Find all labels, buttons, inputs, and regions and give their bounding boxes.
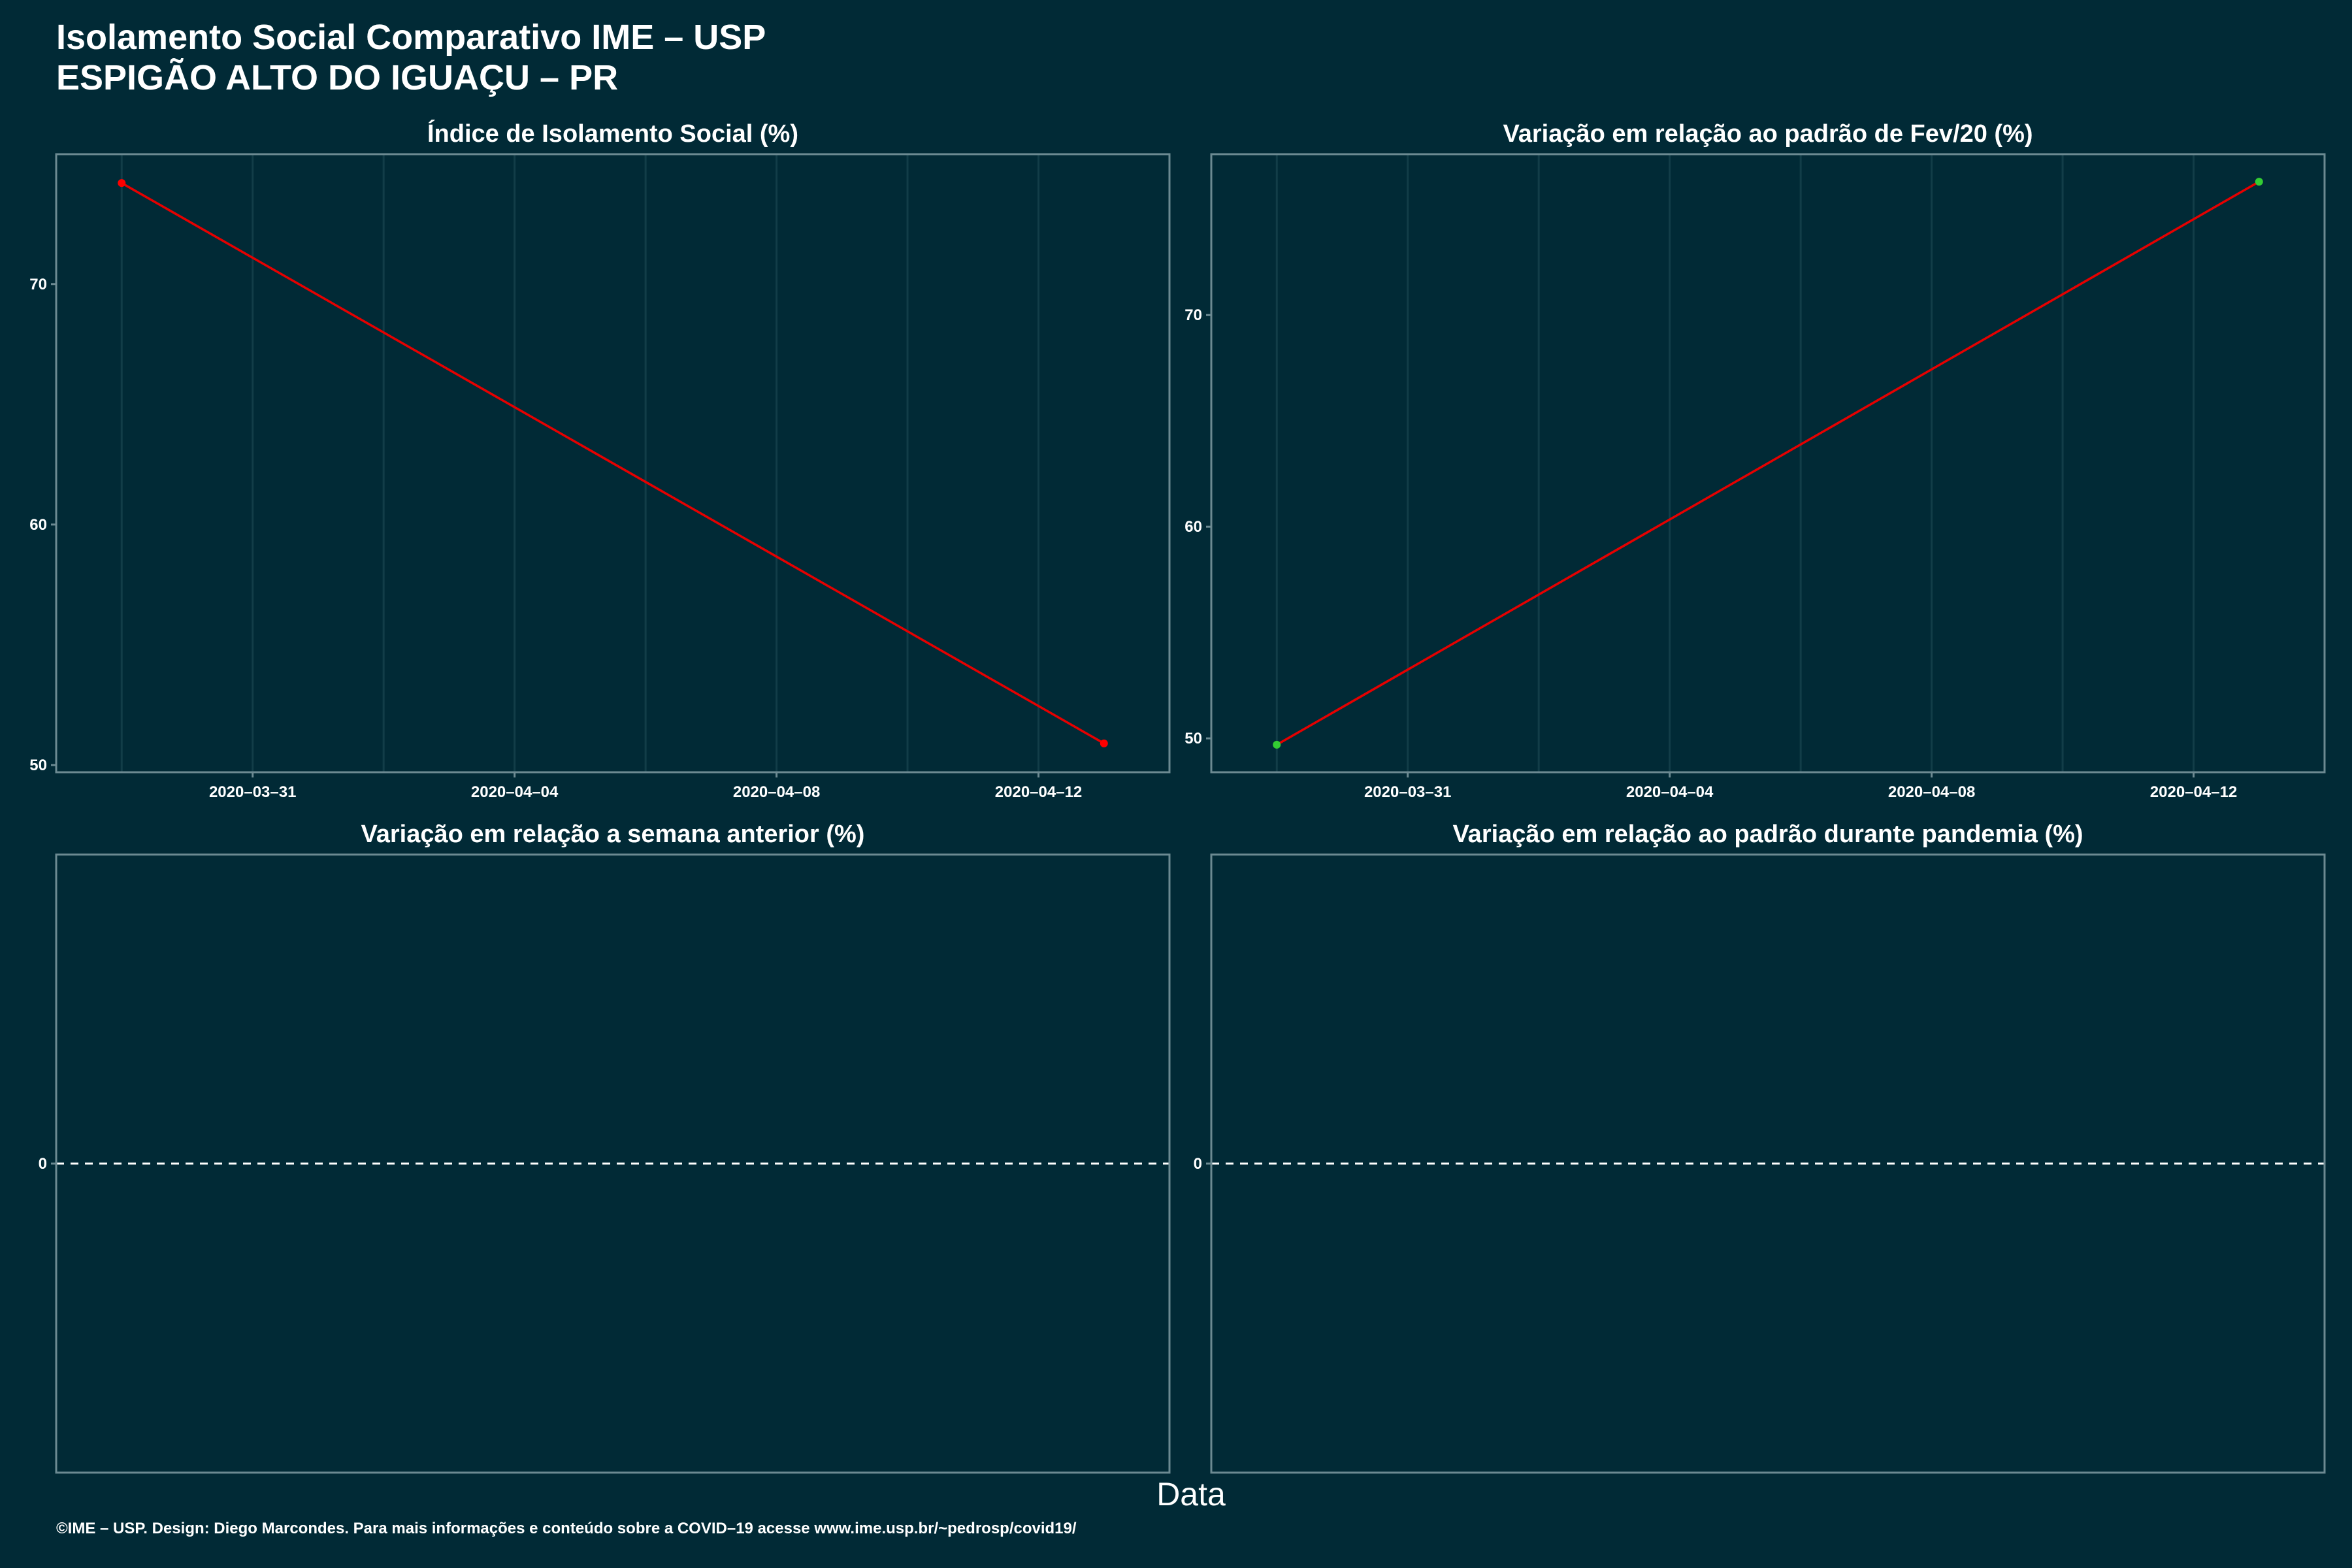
x-axis-label: Data <box>1156 1476 1226 1512</box>
x-tick-label: 2020–04–12 <box>2150 783 2237 801</box>
x-tick-label: 2020–04–04 <box>1626 783 1714 801</box>
y-tick-label: 0 <box>1194 1155 1202 1173</box>
chart-panel-3: Variação em relação a semana anterior (%… <box>39 821 1171 1474</box>
plot-background <box>1211 855 2325 1473</box>
y-tick-label: 60 <box>1184 518 1202 536</box>
series-line <box>1276 180 2260 746</box>
panel-title: Variação em relação ao padrão durante pa… <box>1452 821 2083 848</box>
panel-border <box>55 153 1171 774</box>
figure-title-line-2: ESPIGÃO ALTO DO IGUAÇU – PR <box>56 58 619 97</box>
chart-panel-2: Variação em relação ao padrão de Fev/20 … <box>1184 120 2326 801</box>
y-tick-label: 0 <box>39 1155 47 1173</box>
series-line <box>121 182 1105 745</box>
panel-title: Índice de Isolamento Social (%) <box>427 119 798 148</box>
x-tick-label: 2020–03–31 <box>1364 783 1451 801</box>
x-tick-label: 2020–04–08 <box>1888 783 1975 801</box>
y-tick-label: 70 <box>29 276 47 293</box>
chart-panel-1: Índice de Isolamento Social (%) 50 60 70 202… <box>29 119 1171 801</box>
plot-background <box>56 855 1169 1473</box>
x-tick-label: 2020–04–12 <box>995 783 1082 801</box>
data-point <box>2255 178 2263 186</box>
panel-border <box>1210 853 2326 1474</box>
y-tick-label: 70 <box>1184 306 1202 324</box>
panel-title: Variação em relação ao padrão de Fev/20 … <box>1503 120 2033 148</box>
x-tick-label: 2020–03–31 <box>209 783 296 801</box>
figure-title-line-1: Isolamento Social Comparativo IME – USP <box>56 18 766 57</box>
x-tick-label: 2020–04–08 <box>733 783 820 801</box>
panel-border <box>55 853 1171 1474</box>
panel-border <box>1210 153 2326 774</box>
y-tick-label: 50 <box>29 757 47 774</box>
footer-credit: ©IME – USP. Design: Diego Marcondes. Par… <box>56 1520 1077 1537</box>
data-point <box>118 179 126 188</box>
data-point <box>1273 740 1281 749</box>
figure-title: Isolamento Social Comparativo IME – USP … <box>56 17 766 98</box>
data-point <box>1100 739 1108 747</box>
y-tick-label: 50 <box>1184 730 1202 747</box>
y-tick-label: 60 <box>29 516 47 534</box>
chart-panel-4: Variação em relação ao padrão durante pa… <box>1194 821 2326 1474</box>
panel-title: Variação em relação a semana anterior (%… <box>361 821 865 848</box>
x-tick-label: 2020–04–04 <box>471 783 559 801</box>
